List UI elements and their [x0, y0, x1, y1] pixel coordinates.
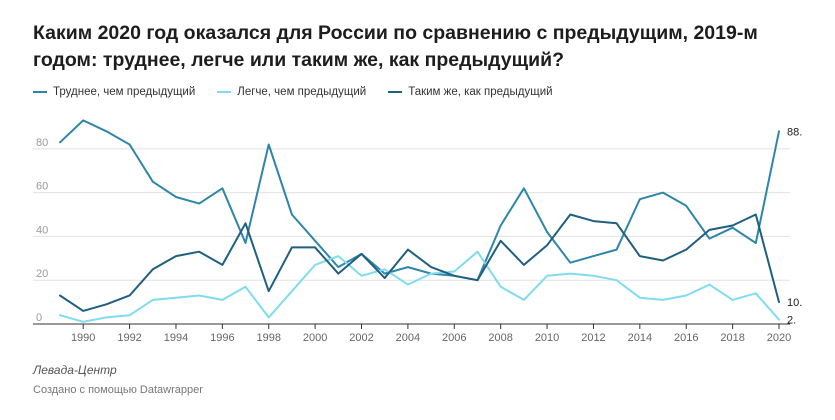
series-lines — [59, 119, 780, 323]
y-tick-label: 20 — [36, 268, 48, 280]
x-tick-label: 2020 — [767, 332, 791, 344]
x-tick-label: 2016 — [674, 332, 698, 344]
x-tick-label: 1992 — [117, 332, 141, 344]
legend-item-same: Таким же, как предыдущий — [388, 86, 553, 98]
chart-title: Каким 2020 год оказался для России по ср… — [33, 22, 758, 71]
x-tick-label: 1998 — [256, 332, 280, 344]
end-labels: 88. 2. 10. — [787, 126, 802, 326]
x-tick-label: 1996 — [210, 332, 234, 344]
y-tick-label: 60 — [36, 181, 48, 193]
source-label: Левада-Центр — [33, 363, 117, 377]
series-same-line — [59, 213, 780, 312]
credit-label: Создано с помощью Datawrapper — [33, 384, 203, 396]
end-label-easier: 2. — [787, 315, 796, 327]
y-tick-label: 80 — [36, 137, 48, 149]
legend-item-easier: Легче, чем предыдущий — [217, 86, 366, 98]
x-tick-label: 2002 — [349, 332, 373, 344]
legend-swatch-easier — [217, 91, 232, 93]
legend-swatch-harder — [33, 91, 47, 93]
x-tick-label: 2000 — [303, 332, 327, 344]
legend-label-easier: Легче, чем предыдущий — [237, 86, 367, 98]
x-tick-label: 2004 — [396, 332, 420, 344]
x-tick-label: 2014 — [628, 332, 652, 344]
x-tick-label: 1994 — [164, 332, 188, 344]
x-tick-label: 2010 — [535, 332, 559, 344]
end-label-same: 10. — [787, 297, 802, 309]
series-harder-line — [59, 119, 780, 282]
x-axis-ticks: 1990 1992 1994 1996 1998 2000 2002 2004 2006 2008… — [71, 324, 791, 344]
chart-legend: Труднее, чем предыдущий Легче, чем преды… — [33, 84, 575, 100]
legend-label-same: Таким же, как предыдущий — [408, 86, 553, 98]
x-tick-label: 1990 — [71, 332, 95, 344]
x-tick-label: 2008 — [488, 332, 512, 344]
legend-swatch-same — [388, 91, 403, 93]
x-tick-label: 2018 — [720, 332, 744, 344]
legend-label-harder: Труднее, чем предыдущий — [53, 86, 196, 98]
x-tick-label: 2012 — [581, 332, 605, 344]
legend-item-harder: Труднее, чем предыдущий — [33, 86, 195, 98]
y-tick-label: 0 — [36, 312, 42, 324]
y-axis-ticks: 0 20 40 60 80 — [36, 137, 48, 324]
y-tick-label: 40 — [36, 224, 48, 236]
x-tick-label: 2006 — [442, 332, 466, 344]
end-label-harder: 88. — [787, 126, 802, 138]
series-easier-line — [59, 250, 780, 323]
